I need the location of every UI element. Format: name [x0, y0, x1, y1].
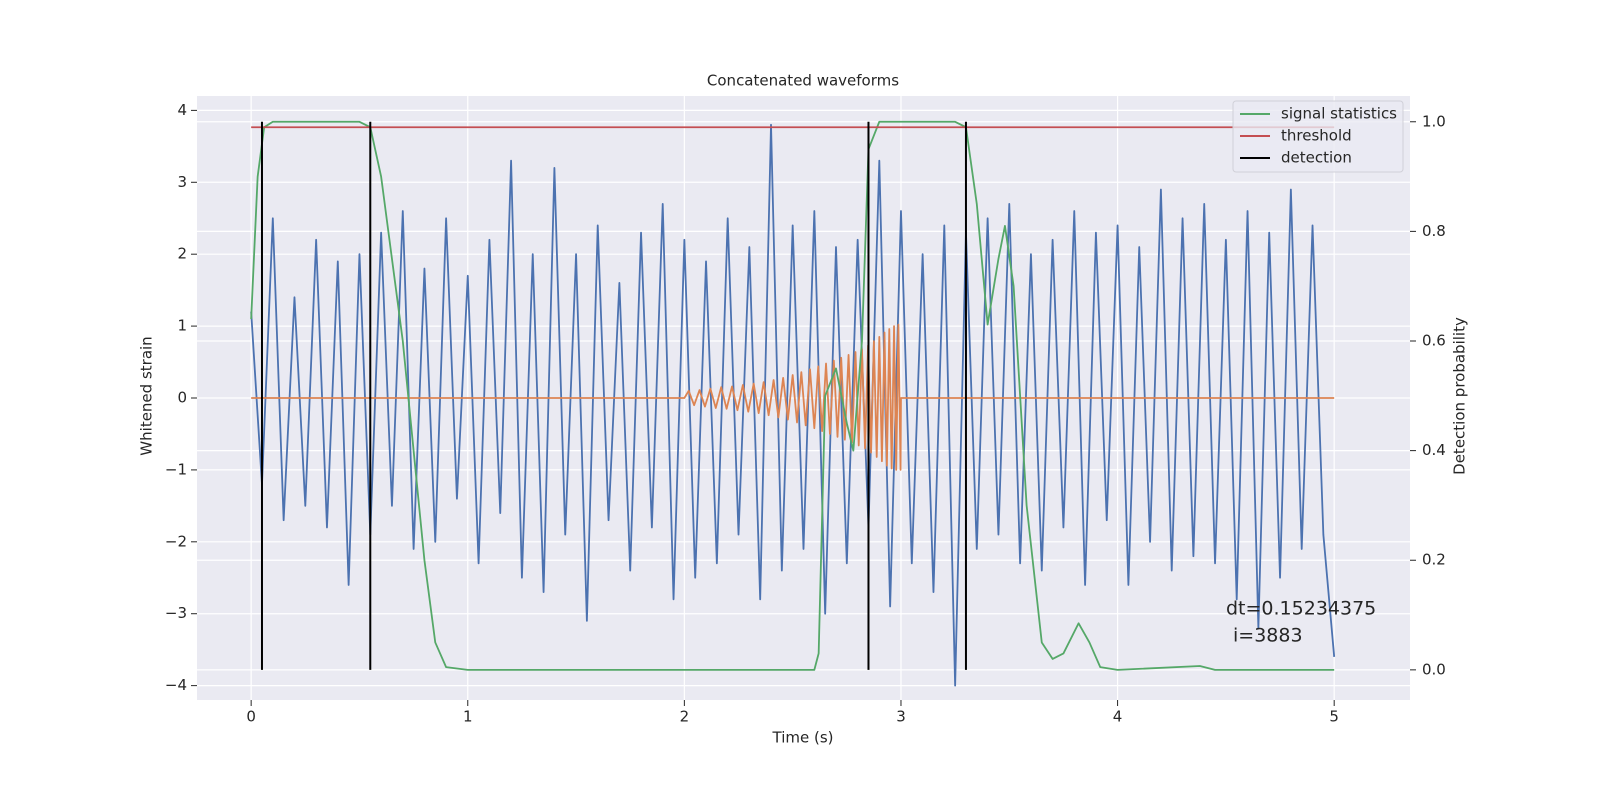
- y2-tick-label: 0.8: [1422, 222, 1446, 240]
- legend-label: threshold: [1281, 127, 1352, 145]
- y-tick-label: 0: [177, 389, 187, 407]
- y-tick-label: −3: [165, 604, 187, 622]
- x-tick-label: 5: [1329, 708, 1339, 726]
- y-tick-label: 4: [177, 101, 187, 119]
- annotation: i=3883: [1233, 625, 1303, 647]
- x-tick-label: 1: [463, 708, 473, 726]
- x-tick-label: 2: [680, 708, 690, 726]
- legend-label: signal statistics: [1281, 105, 1397, 123]
- legend-label: detection: [1281, 149, 1352, 167]
- x-tick-label: 3: [896, 708, 906, 726]
- y-tick-label: −4: [165, 676, 187, 694]
- y-tick-label: −1: [165, 460, 187, 478]
- y-tick-label: −2: [165, 532, 187, 550]
- legend-box: [1232, 100, 1404, 173]
- y-tick-label: 2: [177, 245, 187, 263]
- y2-tick-label: 0.2: [1422, 551, 1446, 569]
- y2-tick-label: 0.0: [1422, 660, 1446, 678]
- y2-axis-label: Detection probability: [1451, 317, 1469, 475]
- x-axis-label: Time (s): [772, 729, 834, 747]
- chart-title: Concatenated waveforms: [707, 72, 899, 90]
- y-axis-label: Whitened strain: [138, 336, 156, 455]
- series-line: [251, 323, 1335, 471]
- series-line: [250, 123, 1336, 687]
- y2-tick-label: 0.4: [1422, 441, 1446, 459]
- y-tick-label: 3: [177, 173, 187, 191]
- x-tick-label: 4: [1113, 708, 1123, 726]
- y2-tick-label: 1.0: [1422, 112, 1446, 130]
- x-tick-label: 0: [246, 708, 256, 726]
- y-tick-label: 1: [177, 317, 187, 335]
- y2-tick-label: 0.6: [1422, 331, 1446, 349]
- annotation: dt=0.15234375: [1226, 598, 1376, 620]
